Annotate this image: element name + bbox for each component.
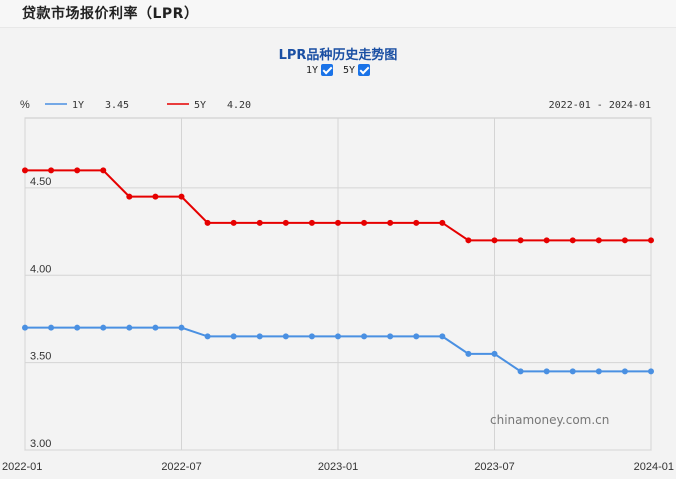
- data-point-1y: [439, 333, 446, 340]
- legend-label-5y: 5Y: [194, 100, 206, 111]
- toggle-5y-label: 5Y: [343, 64, 356, 76]
- data-point-5y: [491, 237, 498, 244]
- data-point-5y: [517, 237, 524, 244]
- x-tick-label: 2022-07: [161, 461, 201, 473]
- data-point-5y: [282, 219, 289, 226]
- data-point-1y: [256, 333, 263, 340]
- page-title: 贷款市场报价利率（LPR）: [22, 6, 199, 22]
- data-point-1y: [361, 333, 368, 340]
- data-point-5y: [439, 219, 446, 226]
- data-point-1y: [100, 324, 107, 331]
- data-point-1y: [204, 333, 211, 340]
- data-point-5y: [569, 237, 576, 244]
- data-point-5y: [256, 219, 263, 226]
- data-point-5y: [465, 237, 472, 244]
- data-point-1y: [230, 333, 237, 340]
- toggle-1y-label: 1Y: [305, 64, 318, 76]
- toggle-5y-checkbox[interactable]: [358, 64, 371, 76]
- data-point-1y: [335, 333, 341, 340]
- data-point-5y: [335, 219, 341, 226]
- data-point-5y: [204, 219, 211, 226]
- y-axis-unit: %: [20, 99, 30, 111]
- data-point-5y: [595, 237, 602, 244]
- x-tick-label: 2024-01: [634, 461, 674, 473]
- series-toggles: 1Y 5Y: [0, 64, 676, 76]
- data-point-5y: [22, 167, 28, 174]
- data-point-5y: [361, 219, 368, 226]
- x-tick-label: 2023-01: [318, 461, 358, 473]
- data-point-1y: [152, 324, 159, 331]
- data-point-1y: [648, 368, 654, 375]
- toggle-1y[interactable]: 1Y: [306, 64, 333, 76]
- data-point-5y: [178, 193, 185, 200]
- data-point-1y: [308, 333, 315, 340]
- data-point-1y: [48, 324, 55, 331]
- data-point-1y: [413, 333, 420, 340]
- data-point-1y: [543, 368, 550, 375]
- data-point-5y: [152, 193, 159, 200]
- legend-value-5y: 4.20: [227, 100, 251, 111]
- data-point-1y: [178, 324, 185, 331]
- x-tick-label: 2022-01: [2, 461, 42, 473]
- data-point-1y: [569, 368, 576, 375]
- data-point-1y: [595, 368, 602, 375]
- data-point-5y: [308, 219, 315, 226]
- data-point-1y: [517, 368, 524, 375]
- data-point-5y: [48, 167, 55, 174]
- toggle-5y[interactable]: 5Y: [343, 64, 371, 76]
- data-point-5y: [543, 237, 550, 244]
- y-tick-label: 4.50: [30, 176, 51, 188]
- data-point-1y: [282, 333, 289, 340]
- data-point-5y: [100, 167, 107, 174]
- data-point-5y: [74, 167, 81, 174]
- chart-title: LPR品种历史走势图: [278, 48, 398, 63]
- data-point-1y: [621, 368, 628, 375]
- watermark: chinamoney.com.cn: [490, 413, 609, 427]
- legend-value-1y: 3.45: [105, 100, 129, 111]
- data-point-5y: [648, 237, 654, 244]
- data-point-5y: [621, 237, 628, 244]
- x-tick-label: 2023-07: [474, 461, 514, 473]
- y-tick-label: 4.00: [30, 263, 51, 275]
- data-point-5y: [413, 219, 420, 226]
- legend-label-1y: 1Y: [72, 100, 84, 111]
- data-point-1y: [491, 350, 498, 357]
- toggle-1y-checkbox[interactable]: [320, 64, 333, 76]
- y-tick-label: 3.00: [30, 438, 51, 450]
- data-point-5y: [230, 219, 237, 226]
- data-point-1y: [22, 324, 28, 331]
- data-point-1y: [465, 350, 472, 357]
- date-range: 2022-01 - 2024-01: [549, 100, 651, 111]
- data-point-5y: [126, 193, 133, 200]
- data-point-1y: [126, 324, 133, 331]
- page-header: 贷款市场报价利率（LPR）: [0, 0, 676, 28]
- y-tick-label: 3.50: [30, 351, 51, 363]
- data-point-1y: [74, 324, 81, 331]
- data-point-1y: [387, 333, 394, 340]
- data-point-5y: [387, 219, 394, 226]
